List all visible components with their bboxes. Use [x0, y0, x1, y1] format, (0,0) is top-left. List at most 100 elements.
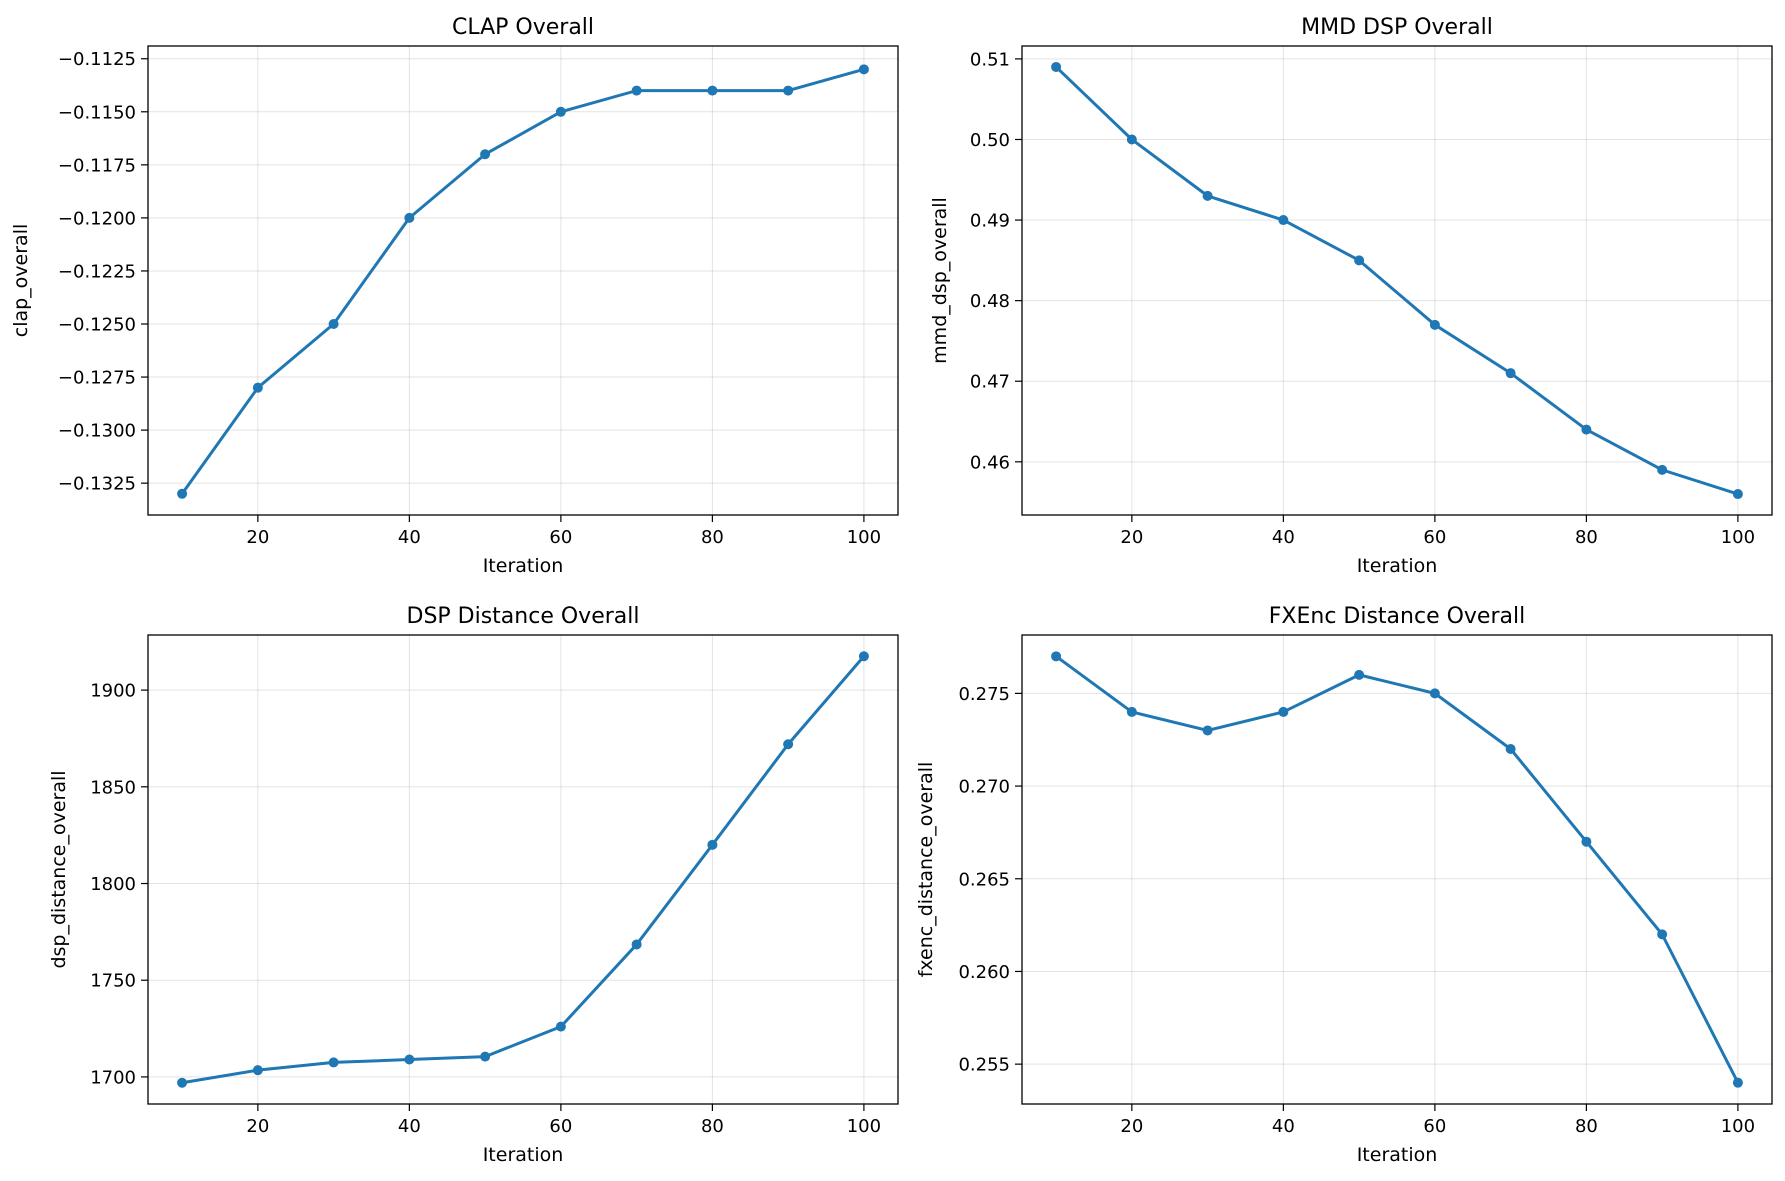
data-point [1354, 255, 1365, 266]
series-line [180, 67, 866, 496]
x-tick-label: 100 [1721, 1116, 1755, 1137]
data-point [1051, 61, 1062, 72]
x-tick-label: 20 [246, 527, 269, 548]
y-tick-label: 1850 [90, 777, 136, 798]
chart-title: DSP Distance Overall [407, 604, 640, 629]
series-line [1054, 65, 1740, 496]
y-tick-label: 0.51 [970, 49, 1010, 70]
data-point [1732, 489, 1743, 500]
data-point [858, 651, 869, 662]
data-point [858, 64, 869, 75]
data-point [631, 85, 642, 96]
y-tick-label: 0.255 [958, 1055, 1010, 1076]
y-tick-label: −0.1200 [58, 208, 136, 229]
data-point [177, 488, 188, 499]
y-tick-label: 0.48 [970, 291, 1010, 312]
x-tick-label: 40 [398, 527, 421, 548]
x-tick-label: 40 [398, 1116, 421, 1137]
y-tick-label: 0.50 [970, 130, 1010, 151]
y-tick-label: 0.275 [958, 684, 1010, 705]
data-point [631, 939, 642, 950]
y-tick-label: 0.270 [958, 777, 1010, 798]
subplot-mmd-dsp-overall: MMD DSP Overall 20 40 60 80 100 0.46 0.47 0.48 0… [929, 15, 1773, 577]
x-tick-label: 60 [549, 527, 572, 548]
x-tick-label: 100 [847, 1116, 881, 1137]
x-tick-label: 80 [701, 1116, 724, 1137]
axes-frame [147, 45, 899, 516]
data-point [783, 739, 794, 750]
data-point [177, 1077, 188, 1088]
data-point [480, 1051, 491, 1062]
data-point [1202, 190, 1213, 201]
data-point [707, 85, 718, 96]
y-tick-label: 0.47 [970, 372, 1010, 393]
x-axis-label: Iteration [483, 555, 564, 577]
data-point [1505, 368, 1516, 379]
data-point [1278, 706, 1289, 717]
data-point [252, 1065, 263, 1076]
y-axis-label: clap_overall [10, 224, 32, 338]
data-point [1657, 464, 1668, 475]
data-point [1732, 1077, 1743, 1088]
x-tick-label: 20 [1120, 1116, 1143, 1137]
y-tick-label: 1800 [90, 874, 136, 895]
x-tick-label: 80 [1575, 527, 1598, 548]
axes-frame [1021, 634, 1773, 1105]
data-point [1278, 215, 1289, 226]
y-tick-label: 1700 [90, 1067, 136, 1088]
data-point [1354, 669, 1365, 680]
data-point [555, 1021, 566, 1032]
data-point [1505, 744, 1516, 755]
data-point [480, 149, 491, 160]
subplot-clap-overall: CLAP Overall 20 40 60 80 100 −0.1325 −0.1300 −0… [10, 15, 899, 577]
y-axis-label: fxenc_distance_overall [915, 762, 937, 978]
y-tick-label: 0.46 [970, 452, 1010, 473]
data-point [1581, 424, 1592, 435]
data-point [1429, 688, 1440, 699]
y-axis-label: dsp_distance_overall [48, 770, 70, 968]
x-tick-label: 80 [1575, 1116, 1598, 1137]
data-point [1429, 319, 1440, 330]
data-point [404, 212, 415, 223]
subplot-fxenc-distance-overall: FXEnc Distance Overall 20 40 60 80 100 0.255 0… [915, 604, 1773, 1166]
data-point [1202, 725, 1213, 736]
subplot-dsp-distance-overall: DSP Distance Overall 20 40 60 80 100 1700 1750… [48, 604, 899, 1166]
data-point [328, 1057, 339, 1068]
data-point [1581, 836, 1592, 847]
data-point [1126, 134, 1137, 145]
x-tick-label: 60 [1423, 527, 1446, 548]
data-point [1051, 651, 1062, 662]
x-axis-label: Iteration [1357, 555, 1438, 577]
data-point [707, 839, 718, 850]
axes-frame [1021, 45, 1773, 516]
chart-title: CLAP Overall [452, 15, 594, 40]
y-tick-label: 0.260 [958, 962, 1010, 983]
y-tick-label: 1900 [90, 681, 136, 702]
series-line [1054, 654, 1740, 1085]
data-point [404, 1054, 415, 1065]
data-point [252, 382, 263, 393]
y-tick-label: 0.265 [958, 869, 1010, 890]
data-point [328, 319, 339, 330]
y-tick-label: 1750 [90, 971, 136, 992]
data-point [1126, 706, 1137, 717]
x-tick-label: 40 [1272, 1116, 1295, 1137]
data-point [555, 106, 566, 117]
x-tick-label: 100 [847, 527, 881, 548]
x-tick-label: 40 [1272, 527, 1295, 548]
x-tick-label: 20 [246, 1116, 269, 1137]
x-tick-label: 80 [701, 527, 724, 548]
data-point [1657, 929, 1668, 940]
x-tick-label: 100 [1721, 527, 1755, 548]
y-tick-label: 0.49 [970, 211, 1010, 232]
x-axis-label: Iteration [1357, 1144, 1438, 1166]
axes-frame [147, 634, 899, 1105]
y-tick-label: −0.1325 [58, 474, 136, 495]
y-tick-label: −0.1125 [58, 49, 136, 70]
y-tick-label: −0.1175 [58, 155, 136, 176]
y-axis-label: mmd_dsp_overall [929, 197, 951, 364]
x-tick-label: 20 [1120, 527, 1143, 548]
y-tick-label: −0.1275 [58, 368, 136, 389]
y-tick-label: −0.1225 [58, 261, 136, 282]
